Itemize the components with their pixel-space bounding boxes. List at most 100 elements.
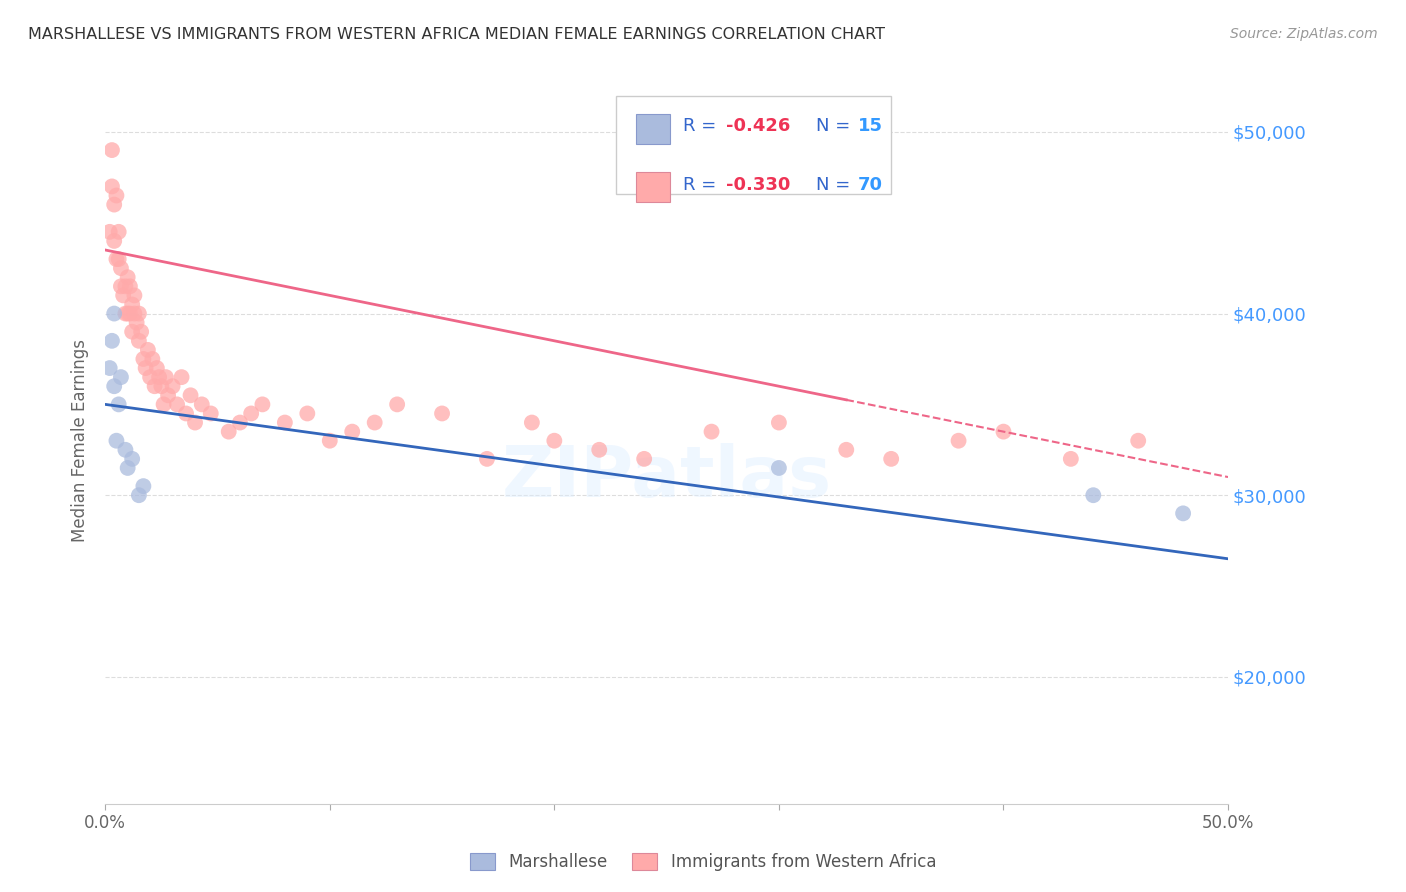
Bar (637, 172, 671, 202)
Point (880, 451, 903, 466)
Point (105, 434, 128, 448)
Point (121, 325, 143, 339)
Point (121, 451, 143, 466)
Point (103, 197, 125, 211)
Point (162, 379, 184, 393)
Point (101, 179, 124, 194)
Point (146, 361, 169, 376)
Point (98, 225, 121, 239)
Point (124, 288, 146, 302)
Point (835, 442, 858, 457)
Point (117, 307, 139, 321)
Point (385, 397, 408, 411)
Point (184, 416, 207, 430)
Point (700, 425, 723, 439)
Point (180, 388, 202, 402)
Point (135, 361, 157, 376)
Text: N =: N = (815, 176, 856, 194)
Point (114, 442, 136, 457)
Point (200, 407, 222, 421)
Point (1171, 507, 1194, 521)
Text: ZIPatlas: ZIPatlas (502, 442, 832, 511)
Point (128, 334, 150, 348)
Point (319, 434, 342, 448)
Point (342, 425, 364, 439)
Point (110, 261, 132, 276)
Point (150, 379, 173, 393)
Text: R =: R = (683, 118, 723, 136)
Point (155, 370, 177, 384)
Text: -0.426: -0.426 (725, 118, 790, 136)
Point (132, 351, 155, 366)
Point (103, 307, 125, 321)
Point (118, 307, 141, 321)
Point (1128, 434, 1150, 448)
Point (141, 351, 163, 366)
Point (103, 234, 125, 248)
FancyBboxPatch shape (616, 95, 891, 194)
Point (107, 252, 129, 266)
Point (1083, 488, 1105, 502)
Point (252, 397, 274, 411)
Point (152, 397, 174, 411)
Point (157, 388, 180, 402)
Point (107, 397, 129, 411)
Point (191, 397, 214, 411)
Point (218, 425, 240, 439)
Text: MARSHALLESE VS IMMIGRANTS FROM WESTERN AFRICA MEDIAN FEMALE EARNINGS CORRELATION: MARSHALLESE VS IMMIGRANTS FROM WESTERN A… (28, 27, 886, 42)
Point (114, 307, 136, 321)
Point (143, 379, 166, 393)
Point (993, 425, 1015, 439)
Text: Source: ZipAtlas.com: Source: ZipAtlas.com (1230, 27, 1378, 41)
Point (101, 143, 124, 157)
Point (112, 288, 135, 302)
Point (229, 416, 252, 430)
Point (520, 416, 543, 430)
Point (98, 361, 121, 376)
Point (166, 397, 188, 411)
Point (240, 407, 263, 421)
Point (128, 488, 150, 502)
Point (121, 297, 143, 311)
Point (110, 279, 132, 293)
Point (139, 370, 162, 384)
Point (107, 225, 129, 239)
Point (117, 461, 139, 475)
Point (125, 316, 148, 330)
Point (105, 252, 128, 266)
Point (136, 343, 159, 357)
Point (543, 434, 565, 448)
Text: -0.330: -0.330 (725, 176, 790, 194)
Point (768, 461, 790, 475)
Point (148, 370, 170, 384)
Point (110, 370, 132, 384)
Point (101, 334, 124, 348)
Point (1060, 451, 1083, 466)
Point (174, 407, 197, 421)
Point (588, 442, 610, 457)
Point (633, 451, 655, 466)
Point (132, 479, 155, 493)
Text: 70: 70 (858, 176, 883, 194)
Point (768, 416, 790, 430)
Point (114, 279, 136, 293)
Y-axis label: Median Female Earnings: Median Female Earnings (72, 339, 89, 542)
Text: R =: R = (683, 176, 723, 194)
Point (117, 270, 139, 285)
Point (170, 370, 193, 384)
Point (124, 307, 146, 321)
Text: 15: 15 (858, 118, 883, 136)
Point (430, 407, 453, 421)
Point (128, 307, 150, 321)
Point (948, 434, 970, 448)
Text: N =: N = (815, 118, 856, 136)
Legend: Marshallese, Immigrants from Western Africa: Marshallese, Immigrants from Western Afr… (461, 845, 945, 880)
Point (103, 379, 125, 393)
Point (475, 451, 498, 466)
Bar (637, 114, 671, 145)
Point (363, 416, 385, 430)
Point (274, 416, 297, 430)
Point (105, 188, 128, 202)
Point (297, 407, 319, 421)
Point (129, 325, 152, 339)
